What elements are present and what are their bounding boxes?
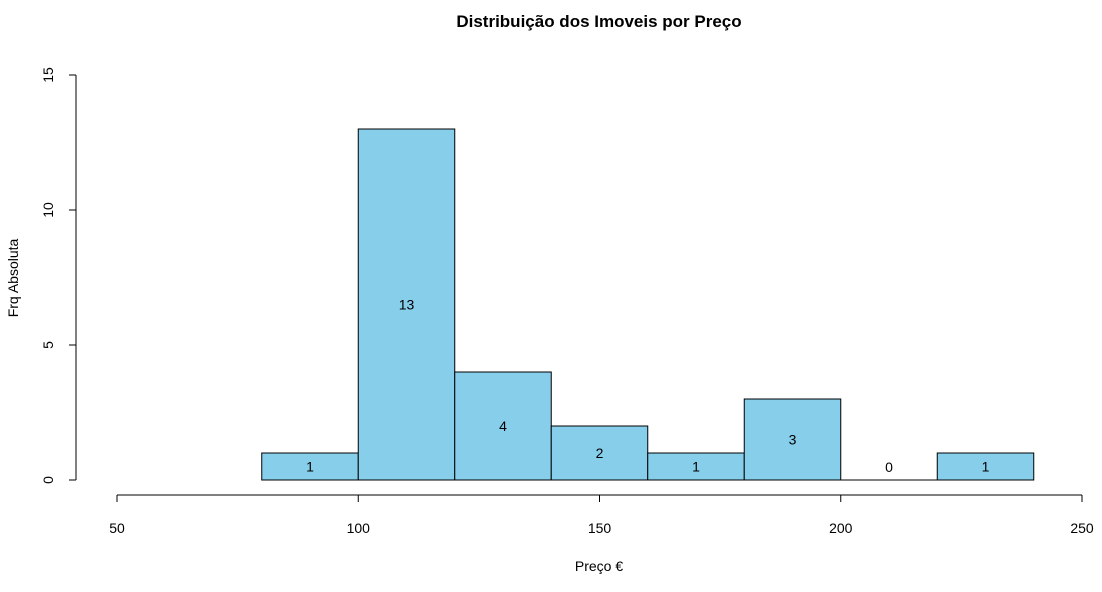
bar-value-label: 4	[499, 418, 507, 434]
chart-title: Distribuição dos Imoveis por Preço	[456, 12, 741, 31]
x-tick-label: 50	[109, 520, 125, 536]
x-axis-label: Preço €	[575, 558, 623, 574]
histogram-bar	[261, 452, 359, 481]
histogram-bar	[550, 425, 649, 481]
x-axis: 50 100 150 200 250	[109, 494, 1094, 536]
histogram-bar	[357, 128, 456, 481]
y-tick-label: 15	[40, 67, 56, 83]
histogram-bar	[936, 452, 1035, 481]
histogram-bar	[647, 452, 745, 481]
y-tick-label: 0	[40, 476, 56, 484]
bar-value-label: 1	[692, 459, 700, 475]
bar-value-label: 1	[982, 459, 990, 475]
y-axis: 0 5 10 15	[40, 67, 77, 484]
histogram-bar	[743, 398, 842, 481]
bars-layer	[261, 128, 1035, 481]
bar-value-label: 13	[399, 297, 415, 313]
bar-value-label: 3	[789, 432, 797, 448]
x-tick-label: 100	[347, 520, 371, 536]
bar-value-label: 2	[596, 445, 604, 461]
bar-value-label: 0	[885, 459, 893, 475]
bar-value-label: 1	[306, 459, 314, 475]
x-tick-label: 200	[829, 520, 853, 536]
y-axis-label: Frq Absoluta	[5, 238, 21, 317]
y-tick-label: 10	[40, 202, 56, 218]
y-tick-label: 5	[40, 341, 56, 349]
histogram-bar	[454, 371, 552, 481]
x-tick-label: 250	[1070, 520, 1094, 536]
x-tick-label: 150	[588, 520, 612, 536]
